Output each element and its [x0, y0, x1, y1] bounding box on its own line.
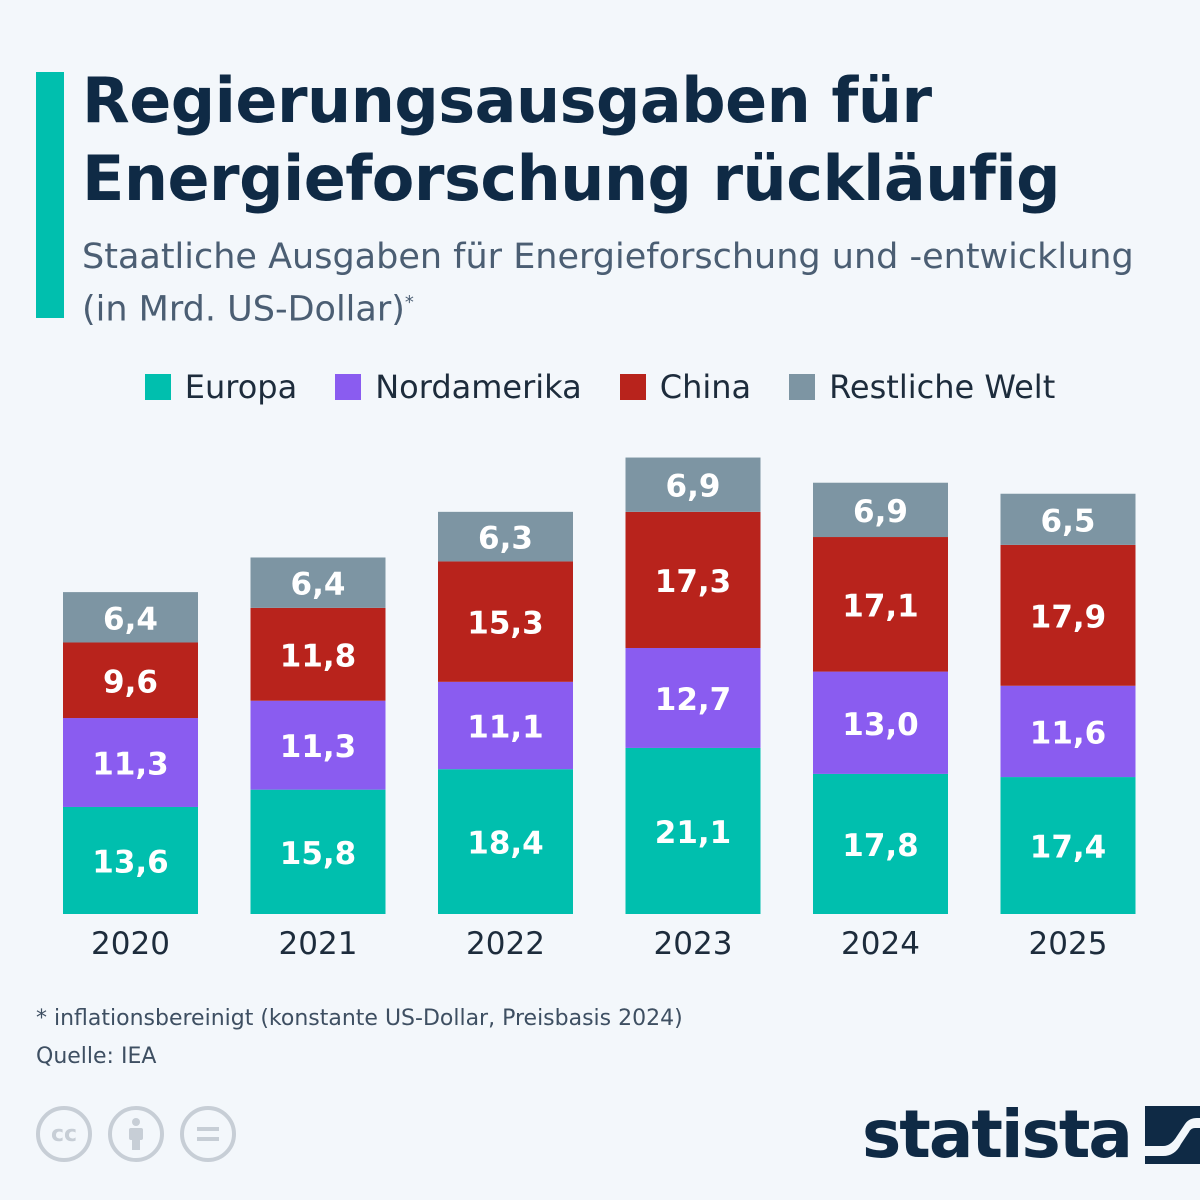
subtitle: Staatliche Ausgaben für Energieforschung…	[82, 234, 1182, 333]
data-label: 17,3	[655, 564, 732, 600]
bar-segment-china	[1000, 544, 1136, 686]
x-tick-label: 2021	[279, 926, 358, 962]
creative-commons-icon[interactable]: cc	[36, 1106, 92, 1162]
data-label: 12,7	[655, 682, 732, 718]
data-label: 17,8	[842, 828, 919, 864]
bar-segment-china	[63, 642, 198, 719]
footnote-block: * inflationsbereinigt (konstante US-Doll…	[36, 1000, 683, 1076]
statista-logo-icon	[1144, 1105, 1200, 1164]
legend-item: Restliche Welt	[789, 368, 1055, 406]
bar-segment-china	[438, 561, 573, 682]
data-label: 15,3	[467, 606, 544, 642]
data-label: 6,9	[853, 494, 908, 530]
footnote: * inflationsbereinigt (konstante US-Doll…	[36, 1006, 683, 1031]
legend: Europa Nordamerika China Restliche Welt	[0, 368, 1200, 406]
data-label: 17,9	[1030, 599, 1107, 635]
data-label: 11,3	[92, 747, 169, 783]
data-label: 11,6	[1030, 715, 1107, 751]
x-tick-label: 2020	[91, 926, 170, 962]
bar-segment-restliche-welt	[438, 511, 573, 562]
legend-swatch	[789, 374, 816, 400]
bar-segment-restliche-welt	[813, 482, 948, 538]
bar-segment-restliche-welt	[250, 557, 386, 608]
data-label: 21,1	[655, 815, 732, 851]
title-line-1: Regierungsausgaben für	[82, 64, 932, 137]
bar-segment-europa	[625, 747, 761, 914]
x-tick-label: 2023	[654, 926, 733, 962]
data-label: 15,8	[280, 836, 357, 872]
legend-item: Nordamerika	[335, 368, 582, 406]
no-derivatives-icon[interactable]	[180, 1106, 236, 1162]
bar-segment-nordamerika	[625, 647, 761, 748]
x-tick-label: 2022	[466, 926, 545, 962]
logo-text: statista	[862, 1096, 1133, 1173]
data-label: 6,4	[291, 567, 346, 603]
statista-logo[interactable]: statista	[862, 1096, 1200, 1173]
bar-segment-europa	[438, 769, 573, 914]
page-title: Regierungsausgaben für Energieforschung r…	[82, 62, 1061, 218]
title-line-2: Energieforschung rückläufig	[82, 142, 1061, 215]
legend-item: China	[619, 368, 752, 406]
data-label: 13,0	[842, 707, 919, 743]
data-label: 13,6	[92, 844, 169, 880]
data-label: 6,5	[1041, 503, 1096, 539]
data-label: 11,3	[280, 729, 357, 765]
bar-segment-china	[625, 511, 761, 648]
bar-segment-restliche-welt	[1000, 493, 1136, 545]
legend-item: Europa	[144, 368, 298, 406]
data-label: 6,4	[103, 601, 158, 637]
data-label: 17,1	[842, 588, 919, 624]
bar-segment-europa	[813, 773, 948, 914]
data-label: 6,9	[666, 469, 721, 505]
bar-segment-europa	[1000, 777, 1136, 914]
attribution-icon[interactable]	[108, 1106, 164, 1162]
subtitle-footnote-mark: *	[404, 292, 414, 313]
bar-segment-nordamerika	[63, 718, 198, 807]
data-label: 6,3	[478, 521, 533, 557]
data-label: 9,6	[103, 664, 158, 700]
accent-bar	[36, 72, 64, 318]
x-tick-label: 2025	[1029, 926, 1108, 962]
subtitle-text: Staatliche Ausgaben für Energieforschung…	[82, 237, 1134, 330]
legend-label: China	[659, 368, 752, 406]
data-label: 18,4	[467, 826, 544, 862]
bar-segment-restliche-welt	[625, 457, 761, 512]
bar-segment-europa	[63, 806, 198, 914]
x-tick-label: 2024	[841, 926, 920, 962]
bar-segment-china	[813, 537, 948, 672]
bar-segment-nordamerika	[250, 700, 386, 790]
legend-label: Nordamerika	[375, 368, 582, 406]
bar-segment-europa	[250, 789, 386, 914]
legend-label: Europa	[184, 368, 298, 406]
legend-swatch	[619, 374, 646, 400]
bar-segment-nordamerika	[813, 671, 948, 774]
legend-swatch	[144, 374, 171, 400]
source: Quelle: IEA	[36, 1044, 157, 1069]
stacked-bar-chart: 13,6 11,3 9,6 6,4 2020 15,8 11,3 11,8 6,4 2021 18,…	[63, 457, 1136, 962]
data-label: 11,1	[467, 710, 544, 746]
bar-segment-nordamerika	[438, 681, 573, 770]
data-label: 17,4	[1030, 830, 1107, 866]
legend-swatch	[335, 374, 362, 400]
data-label: 11,8	[280, 638, 357, 674]
bar-segment-restliche-welt	[63, 592, 198, 643]
bar-segment-china	[250, 607, 386, 701]
bar-segment-nordamerika	[1000, 685, 1136, 778]
legend-label: Restliche Welt	[829, 368, 1056, 406]
